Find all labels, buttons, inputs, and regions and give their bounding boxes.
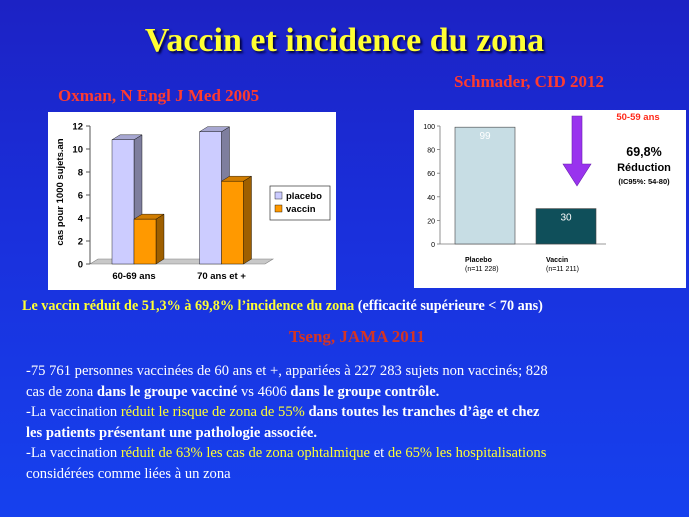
chart-oxman-ytick-label: 6: [78, 191, 83, 202]
reference-tseng: Tseng, JAMA 2011: [289, 327, 425, 346]
chart-schmader-ytick-label: 20: [427, 218, 435, 225]
chart-schmader-category-label: Vaccin: [546, 257, 568, 264]
body-text: -75 761 personnes vaccinées de 60 ans et…: [26, 361, 676, 484]
body-line-2a: cas de zona: [26, 383, 97, 400]
body-line-3a: -La vaccination: [26, 404, 121, 420]
body-line-2c: vs 4606: [237, 383, 291, 400]
chart-oxman: cas pour 1000 sujets.an 0 2 4 6 8 10 12 60-69 a…: [48, 112, 336, 290]
summary-line: Le vaccin réduit de 51,3% à 69,8% l’inci…: [22, 298, 543, 315]
chart-oxman-ytick-label: 10: [72, 145, 83, 156]
chart-oxman-ytick-label: 8: [78, 168, 83, 179]
chart-schmader-down-arrow-icon: [562, 115, 592, 187]
chart-schmader-svg: 0 20 40 60 80 100 99 Placebo (n=11 228) 30 Vaccin (…: [423, 112, 671, 273]
chart-oxman-ytick-label: 12: [72, 122, 83, 133]
body-line-5a: -La vaccination: [26, 445, 121, 461]
chart-schmader-data-label: 30: [560, 213, 572, 224]
chart-schmader-age-annotation: 50-59 ans: [616, 112, 659, 123]
chart-schmader-reduction-pct: 69,8%: [626, 145, 661, 159]
chart-oxman-bar-side: [155, 213, 165, 265]
chart-oxman-ylabel: cas pour 1000 sujets.an: [55, 138, 66, 245]
body-line-2: cas de zona dans le groupe vacciné vs 46…: [26, 382, 676, 403]
body-line-3b: réduit le risque de zona de 55%: [120, 404, 305, 420]
chart-oxman-category-label: 70 ans et +: [197, 271, 246, 282]
chart-schmader-reduction-label: Réduction: [617, 162, 671, 174]
slide-title: Vaccin et incidence du zona: [144, 22, 545, 59]
chart-schmader-category-sublabel: (n=11 228): [465, 266, 499, 273]
chart-schmader-reduction-ci: (IC95%: 54-80): [618, 177, 670, 186]
chart-schmader-bar-vaccin: [535, 208, 597, 245]
chart-oxman-ytick-label: 2: [78, 237, 83, 248]
chart-oxman-svg: cas pour 1000 sujets.an 0 2 4 6 8 10 12 60-69 a…: [55, 122, 331, 282]
reference-schmader: Schmader, CID 2012: [454, 72, 605, 91]
body-line-5c: et: [370, 445, 388, 461]
body-line-3: -La vaccination réduit le risque de zona…: [26, 402, 676, 423]
chart-schmader-category-sublabel: (n=11 211): [546, 266, 579, 273]
summary-rest: (efficacité supérieure < 70 ans): [354, 298, 543, 314]
chart-oxman-ytick-label: 0: [78, 260, 83, 271]
chart-oxman-legend: [269, 185, 331, 221]
chart-schmader-ytick-label: 100: [423, 124, 435, 131]
chart-schmader: 0 20 40 60 80 100 99 Placebo (n=11 228) 30 Vaccin (…: [414, 110, 686, 288]
chart-oxman-bar-vaccin: [133, 218, 157, 265]
chart-schmader-ytick-label: 80: [427, 148, 435, 155]
chart-oxman-legend-label: placebo: [286, 191, 322, 202]
body-line-6: considérées comme liées à un zona: [26, 465, 231, 482]
chart-schmader-category-label: Placebo: [465, 257, 492, 264]
chart-oxman-bar-side: [243, 175, 252, 265]
chart-oxman-legend-swatch: [274, 204, 283, 213]
body-line-5d: de 65% les hospitalisations: [387, 445, 547, 461]
chart-schmader-ytick-label: 40: [427, 195, 435, 202]
body-line-2d: dans le groupe contrôle.: [290, 383, 440, 400]
body-line-4: les patients présentant une pathologie a…: [26, 424, 318, 441]
chart-oxman-bar-vaccin: [221, 180, 244, 265]
reference-oxman: Oxman, N Engl J Med 2005: [58, 86, 260, 105]
chart-oxman-legend-label: vaccin: [286, 204, 316, 215]
chart-schmader-ytick-label: 60: [427, 171, 435, 178]
body-line-2b: dans le groupe vacciné: [96, 383, 238, 400]
body-line-3c: dans toutes les tranches d’âge et chez: [304, 404, 540, 420]
chart-oxman-bar-placebo: [199, 131, 222, 265]
chart-schmader-bar-placebo: [454, 126, 516, 245]
summary-highlight: Le vaccin réduit de 51,3% à 69,8% l’inci…: [22, 298, 355, 314]
body-line-5b: réduit de 63% les cas de zona ophtalmiqu…: [120, 445, 371, 461]
chart-oxman-bar-placebo: [111, 139, 135, 265]
chart-schmader-data-label: 99: [479, 131, 491, 142]
body-line-1: -75 761 personnes vaccinées de 60 ans et…: [26, 363, 548, 379]
chart-oxman-category-label: 60-69 ans: [112, 271, 155, 282]
chart-oxman-legend-swatch: [274, 191, 283, 200]
chart-oxman-ytick-label: 4: [78, 214, 84, 225]
chart-schmader-ytick-label: 0: [431, 242, 435, 249]
body-line-5: -La vaccination réduit de 63% les cas de…: [26, 443, 676, 464]
